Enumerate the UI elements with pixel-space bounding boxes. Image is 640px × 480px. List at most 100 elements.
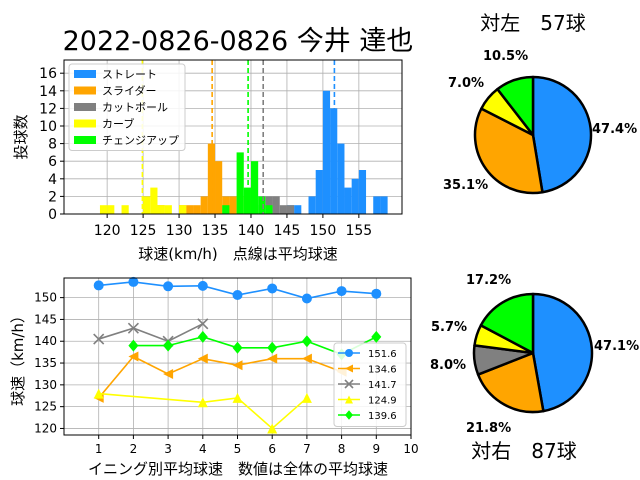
inning-point-3 bbox=[301, 392, 312, 403]
inning-x-tick-label: 6 bbox=[268, 442, 276, 456]
histogram-bar-4 bbox=[258, 196, 266, 214]
inning-point-3 bbox=[267, 423, 278, 434]
pie-left-label-3: 10.5% bbox=[483, 49, 528, 64]
inning-series-line-1 bbox=[98, 355, 342, 399]
inning-point-0 bbox=[301, 293, 312, 304]
histogram-bar-4 bbox=[250, 161, 259, 214]
inning-legend-label-1: 134.6 bbox=[368, 365, 397, 376]
pie-vs-left: 対左 57球 47.4% 35.1% 7.0% 10.5% bbox=[443, 11, 637, 195]
histogram-y-tick-label: 8 bbox=[48, 137, 57, 153]
inning-x-tick-label: 8 bbox=[338, 442, 346, 456]
inning-point-2-b bbox=[93, 333, 105, 345]
inning-point-4 bbox=[267, 341, 278, 354]
inning-point-3 bbox=[93, 388, 104, 399]
histogram-legend-swatch-3 bbox=[74, 119, 96, 128]
inning-point-4 bbox=[232, 341, 243, 354]
histogram-bar-2 bbox=[279, 205, 287, 214]
histogram-legend-box bbox=[68, 63, 186, 151]
inning-legend-label-2: 141.7 bbox=[368, 380, 397, 391]
histogram-y-tick-label: 6 bbox=[48, 154, 57, 170]
inning-point-0 bbox=[163, 281, 174, 292]
inning-legend-label-0: 151.6 bbox=[368, 349, 397, 360]
histogram-bar-0 bbox=[322, 90, 331, 214]
inning-x-tick-label: 2 bbox=[130, 442, 138, 456]
inning-series-line-2 bbox=[98, 323, 204, 343]
pie-left-label-1: 35.1% bbox=[443, 178, 488, 193]
pie-right-label-0: 47.1% bbox=[594, 339, 639, 354]
inning-y-tick-label: 135 bbox=[34, 356, 57, 370]
inning-point-2-b bbox=[197, 318, 209, 330]
inning-point-4 bbox=[371, 330, 382, 343]
histogram-y-tick-label: 16 bbox=[39, 66, 57, 82]
histogram-legend-label-2: カットボール bbox=[102, 101, 168, 114]
pie-right-slice-1 bbox=[476, 351, 545, 414]
pie-left-label-0: 47.4% bbox=[592, 122, 637, 137]
histogram-bar-0 bbox=[308, 196, 316, 214]
histogram-bar-1 bbox=[215, 161, 223, 214]
histogram-bar-3 bbox=[99, 205, 108, 214]
inning-x-tick-label: 10 bbox=[403, 442, 418, 456]
histogram-y-tick-label: 4 bbox=[48, 172, 57, 188]
histogram-bar-0 bbox=[351, 178, 359, 214]
histogram-legend-label-4: チェンジアップ bbox=[102, 134, 179, 147]
histogram-legend-label-3: カーブ bbox=[102, 117, 134, 131]
histogram-bar-1 bbox=[200, 196, 208, 214]
histogram-legend-label-1: スライダー bbox=[102, 84, 157, 98]
inning-legend-marker-4 bbox=[345, 410, 353, 420]
inning-x-tick-label: 1 bbox=[95, 442, 103, 456]
histogram-legend-swatch-2 bbox=[74, 103, 96, 111]
histogram-y-tick-label: 10 bbox=[39, 119, 57, 135]
inning-frame bbox=[63, 277, 412, 436]
inning-point-2-b bbox=[127, 322, 139, 334]
inning-point-0 bbox=[232, 290, 243, 301]
inning-legend-box bbox=[333, 342, 407, 427]
histogram-x-tick-label: 145 bbox=[274, 223, 301, 239]
inning-legend-marker-0 bbox=[345, 349, 353, 357]
inning-point-0 bbox=[371, 288, 382, 299]
histogram-y-tick-label: 0 bbox=[48, 207, 57, 223]
pie-right-slice-4 bbox=[479, 292, 535, 355]
inning-point-1 bbox=[267, 353, 278, 364]
inning-point-1 bbox=[128, 351, 139, 362]
inning-y-axis-label: 球速（km/h） bbox=[9, 308, 27, 406]
histogram-bar-0 bbox=[344, 187, 352, 214]
inning-x-tick-label: 7 bbox=[303, 442, 311, 456]
inning-point-3 bbox=[197, 397, 208, 408]
pie-right-label-3: 5.7% bbox=[431, 320, 467, 335]
histogram-x-tick-label: 135 bbox=[202, 223, 229, 239]
inning-point-0 bbox=[93, 280, 104, 291]
inning-point-2 bbox=[127, 322, 139, 334]
inning-y-tick-label: 125 bbox=[34, 400, 57, 414]
histogram-bar-4 bbox=[222, 205, 230, 214]
histogram-bar-0 bbox=[294, 205, 302, 214]
histogram-y-axis-label: 投球数 bbox=[12, 114, 30, 159]
histogram-bar-0 bbox=[315, 170, 323, 214]
histogram-bar-3 bbox=[179, 205, 187, 214]
inning-x-tick-label: 5 bbox=[234, 442, 242, 456]
inning-point-4 bbox=[128, 339, 139, 352]
inning-point-4 bbox=[197, 330, 208, 343]
histogram-legend-swatch-0 bbox=[74, 70, 96, 78]
inning-y-tick-label: 150 bbox=[34, 291, 57, 305]
histogram-x-tick-label: 140 bbox=[238, 223, 265, 239]
inning-x-axis-label: イニング別平均球速 数値は全体の平均球速 bbox=[88, 460, 388, 478]
pie-right-label-4: 17.2% bbox=[466, 273, 511, 288]
pie-right-label-1: 21.8% bbox=[466, 421, 511, 436]
inning-y-tick-label: 145 bbox=[34, 312, 57, 326]
pie-right-label-2: 8.0% bbox=[430, 358, 466, 373]
histogram-bar-0 bbox=[358, 170, 367, 214]
pie-left-title: 対左 57球 bbox=[480, 11, 585, 35]
inning-y-tick-label: 140 bbox=[34, 334, 57, 348]
inning-point-1 bbox=[197, 353, 208, 364]
pie-left-label-2: 7.0% bbox=[448, 76, 484, 91]
pie-left-slice-1 bbox=[473, 107, 544, 195]
inning-x-tick-label: 3 bbox=[164, 442, 172, 456]
histogram-x-tick-label: 150 bbox=[310, 223, 337, 239]
pie-right-title: 対右 87球 bbox=[471, 439, 576, 463]
inning-average-speed-chart: 1 2 3 4 5 6 7 8 9 10 120 125 130 135 140 145 150 151.6 13… bbox=[9, 276, 419, 478]
histogram-legend-label-0: ストレート bbox=[102, 68, 157, 81]
pie-left-slice-3 bbox=[496, 75, 535, 137]
pie-vs-right: 対右 87球 47.1% 21.8% 8.0% 5.7% 17.2% bbox=[430, 273, 639, 463]
